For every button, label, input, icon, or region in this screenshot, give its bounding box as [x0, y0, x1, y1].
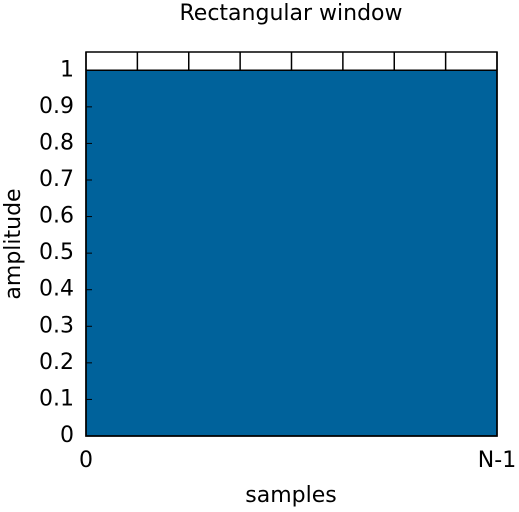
y-tick-label: 0.8 [39, 130, 74, 155]
y-tick-label: 0.6 [39, 204, 74, 229]
y-tick-label: 0.7 [39, 167, 74, 192]
y-tick-label: 0.4 [39, 277, 74, 302]
y-axis-label: amplitude [1, 188, 26, 299]
y-tick-label: 0.1 [39, 386, 74, 411]
x-axis-label: samples [245, 483, 336, 508]
chart-title: Rectangular window [180, 1, 403, 26]
y-tick-label: 0.9 [39, 94, 74, 119]
area [85, 69, 498, 437]
y-tick-label: 0.5 [39, 240, 74, 265]
y-tick-label: 1 [60, 57, 74, 82]
y-tick-label: 0.3 [39, 313, 74, 338]
y-tick-label: 0.2 [39, 350, 74, 375]
x-tick-label: 0 [79, 448, 93, 473]
x-tick-label: N-1 [478, 448, 516, 473]
y-tick-label: 0 [60, 423, 74, 448]
